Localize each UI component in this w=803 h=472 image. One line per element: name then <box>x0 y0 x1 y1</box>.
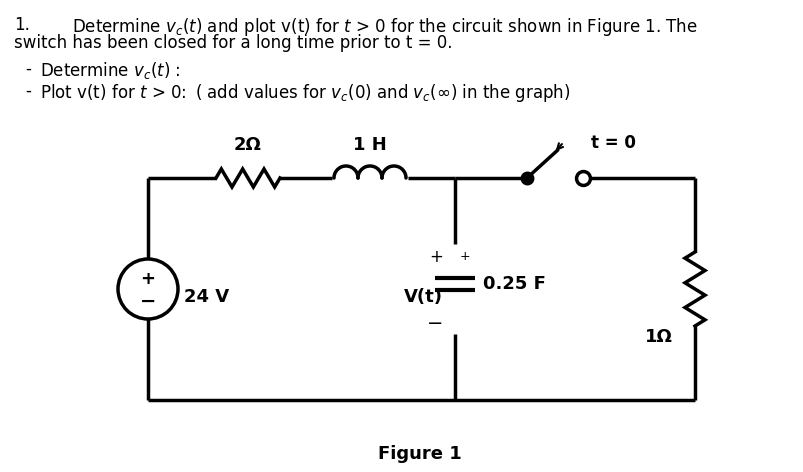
Text: 1.: 1. <box>14 16 30 34</box>
Text: -: - <box>25 82 31 100</box>
Text: 1Ω: 1Ω <box>644 328 672 346</box>
Text: 0.25 F: 0.25 F <box>483 275 545 293</box>
Text: −: − <box>140 292 156 311</box>
Text: t = 0: t = 0 <box>590 134 635 152</box>
Text: -: - <box>25 60 31 78</box>
Text: Determine $v_c(t)$ :: Determine $v_c(t)$ : <box>40 60 181 81</box>
Text: Plot v(t) for $t$ > 0:: Plot v(t) for $t$ > 0: <box>40 82 186 102</box>
Text: 1 H: 1 H <box>353 136 386 154</box>
Text: +: + <box>141 270 155 288</box>
Text: 24 V: 24 V <box>184 288 229 306</box>
Text: Figure 1: Figure 1 <box>377 445 461 463</box>
Text: −: − <box>426 314 442 334</box>
Text: Determine $v_c(t)$ and plot v(t) for $t$ > 0 for the circuit shown in Figure 1. : Determine $v_c(t)$ and plot v(t) for $t$… <box>72 16 697 38</box>
Text: ( add values for $v_c(0)$ and $v_c(\infty)$ in the graph): ( add values for $v_c(0)$ and $v_c(\inft… <box>195 82 570 104</box>
Text: +: + <box>459 251 470 263</box>
Text: V(t): V(t) <box>403 288 442 306</box>
Text: switch has been closed for a long time prior to t = 0.: switch has been closed for a long time p… <box>14 34 452 52</box>
Text: +: + <box>429 248 442 266</box>
Text: 2Ω: 2Ω <box>234 136 262 154</box>
